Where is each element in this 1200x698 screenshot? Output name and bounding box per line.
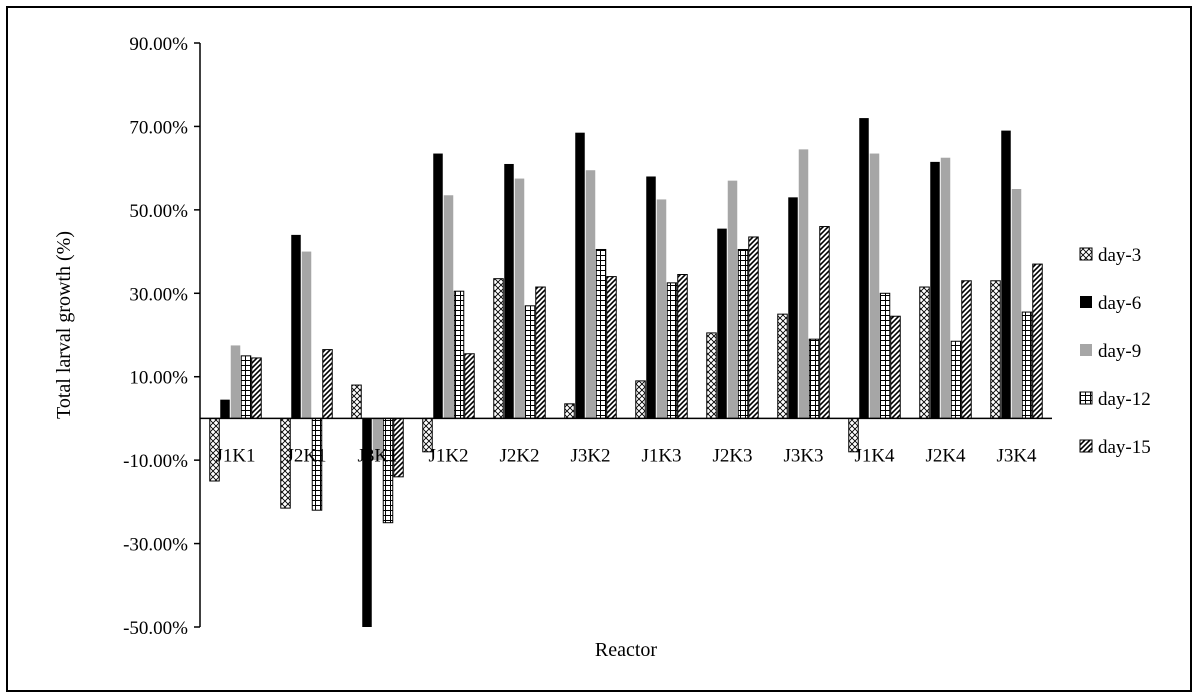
y-tick-label: -50.00% [123,618,188,639]
x-tick-label: J1K4 [854,445,895,466]
x-tick-label: J2K1 [286,445,326,466]
x-tick-labels: J1K1 J2K1 J3K1 J1K2 J2K2 J3K2 J1K3 J2K3 J3K3 J1K4… [215,445,1037,466]
y-tick-label: 10.00% [129,368,188,389]
bar-day-12-J1K1 [240,355,252,419]
x-tick-label: J1K2 [428,445,468,466]
bar-day-15-J2K1 [322,349,333,419]
legend-swatch-day-6 [1080,296,1092,308]
bar-day-9-J3K4 [1011,189,1022,419]
bar-day-9-J2K2 [514,178,525,419]
bar-day-3-J3K4 [990,280,1001,419]
x-tick-label: J2K3 [712,445,752,466]
legend-swatch-day-12 [1079,391,1093,405]
legend-swatch-day-15 [1079,439,1093,453]
bar-day-12-J3K1 [382,417,394,524]
bar-day-6-J1K4 [859,118,869,419]
bar-day-6-J2K2 [504,163,514,419]
bar-day-6-J3K4 [1001,130,1011,419]
x-tick-label: J1K3 [641,445,681,466]
legend: day-3 day-6 day-9 day-12 day-15 [1079,245,1151,458]
bar-day-15-J1K4 [890,315,901,419]
bar-day-3-J2K2 [493,278,504,419]
bar-day-15-J3K2 [606,276,617,419]
bar-day-12-J3K4 [1021,311,1033,419]
x-tick-label: J3K3 [783,445,823,466]
bar-day-15-J2K3 [748,236,759,419]
bar-day-15-J3K4 [1032,263,1043,419]
bar-day-15-J1K2 [464,353,475,419]
bar-day-6-J3K1 [362,418,372,627]
y-tick-label: 30.00% [129,284,188,305]
legend-label-day-6: day-6 [1098,293,1141,314]
y-tick-label: 50.00% [129,201,188,222]
bar-day-6-J1K1 [220,399,230,419]
x-tick-label: J3K2 [570,445,610,466]
legend-label-day-15: day-15 [1098,437,1151,458]
bar-day-6-J2K4 [930,161,940,419]
x-tick-label: J1K1 [215,445,255,466]
y-axis: -50.00% -30.00% -10.00% 10.00% 30.00% 50.00% 7… [123,34,201,639]
bar-day-3-J2K4 [919,286,930,419]
bar-day-15-J3K3 [819,226,830,419]
bar-day-9-J2K4 [940,157,951,419]
bar-day-12-J3K3 [808,338,820,419]
bar-day-6-J1K3 [646,176,656,419]
bar-day-9-J1K4 [869,153,880,419]
bar-day-3-J3K3 [777,313,788,419]
bar-day-15-J1K1 [251,357,262,419]
x-tick-label: J2K4 [925,445,966,466]
bar-day-12-J2K2 [524,305,536,419]
bar-day-9-J1K2 [443,195,454,419]
bar-day-15-J1K3 [677,274,688,419]
legend-label-day-3: day-3 [1098,245,1141,266]
bar-day-12-J1K2 [453,290,465,419]
bar-day-6-J3K3 [788,197,798,419]
bars-group [209,118,1043,627]
bar-day-9-J2K3 [727,180,738,419]
legend-swatch-day-3 [1079,247,1093,261]
bar-day-9-J2K1 [301,251,312,419]
bar-day-12-J2K4 [950,340,962,419]
legend-label-day-12: day-12 [1098,389,1151,410]
bar-day-12-J3K2 [595,248,607,419]
bar-day-9-J3K1 [372,418,383,461]
y-axis-title: Total larval growth (%) [53,231,75,419]
y-tick-label: -30.00% [123,535,188,556]
bar-day-3-J3K1 [351,384,362,419]
x-tick-label: J3K1 [357,445,397,466]
legend-label-day-9: day-9 [1098,341,1141,362]
bar-day-6-J2K3 [717,228,727,419]
bar-day-6-J2K1 [291,234,301,419]
bar-day-3-J3K2 [564,403,575,419]
bar-day-3-J2K3 [706,332,717,419]
bar-day-9-J3K2 [585,170,596,419]
bar-day-9-J3K3 [798,149,809,419]
y-tick-label: 90.00% [129,34,188,55]
bar-day-12-J2K3 [737,248,749,419]
bar-day-15-J2K2 [535,286,546,419]
x-tick-label: J2K2 [499,445,539,466]
bar-day-9-J1K3 [656,199,667,419]
y-tick-label: -10.00% [123,451,188,472]
bar-day-12-J1K3 [666,282,678,419]
x-axis-title: Reactor [595,639,658,661]
bar-day-3-J1K3 [635,380,646,419]
bar-day-12-J1K4 [879,292,891,419]
legend-swatch-day-9 [1080,344,1092,356]
bar-day-6-J3K2 [575,132,585,419]
y-tick-label: 70.00% [129,117,188,138]
bar-day-6-J1K2 [433,153,443,419]
bar-day-15-J2K4 [961,280,972,419]
bar-day-9-J1K1 [230,345,241,419]
x-tick-label: J3K4 [996,445,1037,466]
